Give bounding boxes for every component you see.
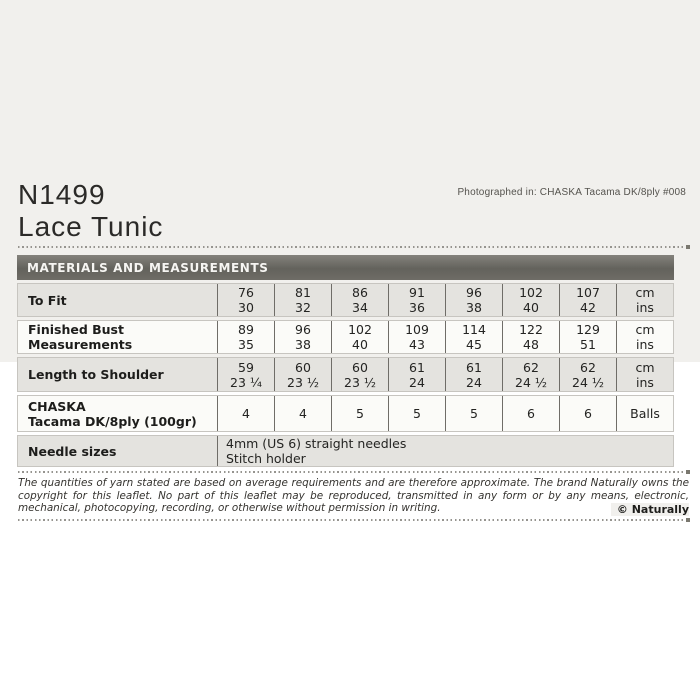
unit-cell: Balls (616, 396, 673, 431)
footer-bottom-divider (18, 518, 690, 522)
value-cell: 107 42 (559, 284, 616, 316)
value-cell: 61 24 (445, 358, 502, 391)
row-label: Needle sizes (28, 443, 117, 459)
table-row: Length to Shoulder 59 23 ¼ 60 23 ½ 60 23 ½ 61 24… (17, 357, 674, 392)
footer-top-divider (18, 470, 690, 474)
brand-copyright: © Naturally (610, 503, 689, 516)
value-cell: 96 38 (445, 284, 502, 316)
value-cell: 89 35 (217, 321, 274, 353)
row-label: CHASKA Tacama DK/8ply (100gr) (28, 398, 197, 429)
measurements-table: MATERIALS AND MEASUREMENTS To Fit 76 30 81 3… (17, 255, 674, 467)
value-cell: 5 (331, 396, 388, 431)
table-row: Finished Bust Measurements 89 35 96 38 102 40 10… (17, 320, 674, 354)
value-cell: 5 (388, 396, 445, 431)
title-divider (18, 245, 690, 249)
pattern-title: N1499 Lace Tunic (18, 179, 163, 244)
value-cell: 4 (274, 396, 331, 431)
row-span-value: 4mm (US 6) straight needles Stitch holder (217, 436, 673, 466)
value-cell: 96 38 (274, 321, 331, 353)
table-row: To Fit 76 30 81 32 86 34 91 36 96 38 102 40 107 42 cm in… (17, 283, 674, 317)
table-row: CHASKA Tacama DK/8ply (100gr) 4 4 5 5 5 6 6 Balls (17, 395, 674, 432)
photo-credit: Photographed in: CHASKA Tacama DK/8ply #… (457, 187, 686, 198)
unit-cell: cm ins (616, 321, 673, 353)
unit-cell: cm ins (616, 358, 673, 391)
unit-cell: cm ins (616, 284, 673, 316)
value-cell: 76 30 (217, 284, 274, 316)
value-cell: 60 23 ½ (274, 358, 331, 391)
value-cell: 102 40 (502, 284, 559, 316)
value-cell: 59 23 ¼ (217, 358, 274, 391)
value-cell: 86 34 (331, 284, 388, 316)
value-cell: 109 43 (388, 321, 445, 353)
value-cell: 62 24 ½ (502, 358, 559, 391)
table-header-bar: MATERIALS AND MEASUREMENTS (17, 255, 674, 280)
pattern-number: N1499 (18, 179, 106, 210)
value-cell: 6 (502, 396, 559, 431)
table-row: Needle sizes 4mm (US 6) straight needles S… (17, 435, 674, 467)
value-cell: 129 51 (559, 321, 616, 353)
row-label: Length to Shoulder (28, 367, 164, 382)
value-cell: 60 23 ½ (331, 358, 388, 391)
copyright-text: The quantities of yarn stated are based … (18, 477, 689, 515)
value-cell: 122 48 (502, 321, 559, 353)
value-cell: 6 (559, 396, 616, 431)
value-cell: 114 45 (445, 321, 502, 353)
value-cell: 81 32 (274, 284, 331, 316)
pattern-name: Lace Tunic (18, 211, 164, 242)
value-cell: 91 36 (388, 284, 445, 316)
value-cell: 5 (445, 396, 502, 431)
value-cell: 62 24 ½ (559, 358, 616, 391)
value-cell: 4 (217, 396, 274, 431)
footer: The quantities of yarn stated are based … (18, 477, 689, 517)
value-cell: 102 40 (331, 321, 388, 353)
row-label: Finished Bust Measurements (28, 322, 133, 352)
value-cell: 61 24 (388, 358, 445, 391)
row-label: To Fit (28, 292, 67, 308)
